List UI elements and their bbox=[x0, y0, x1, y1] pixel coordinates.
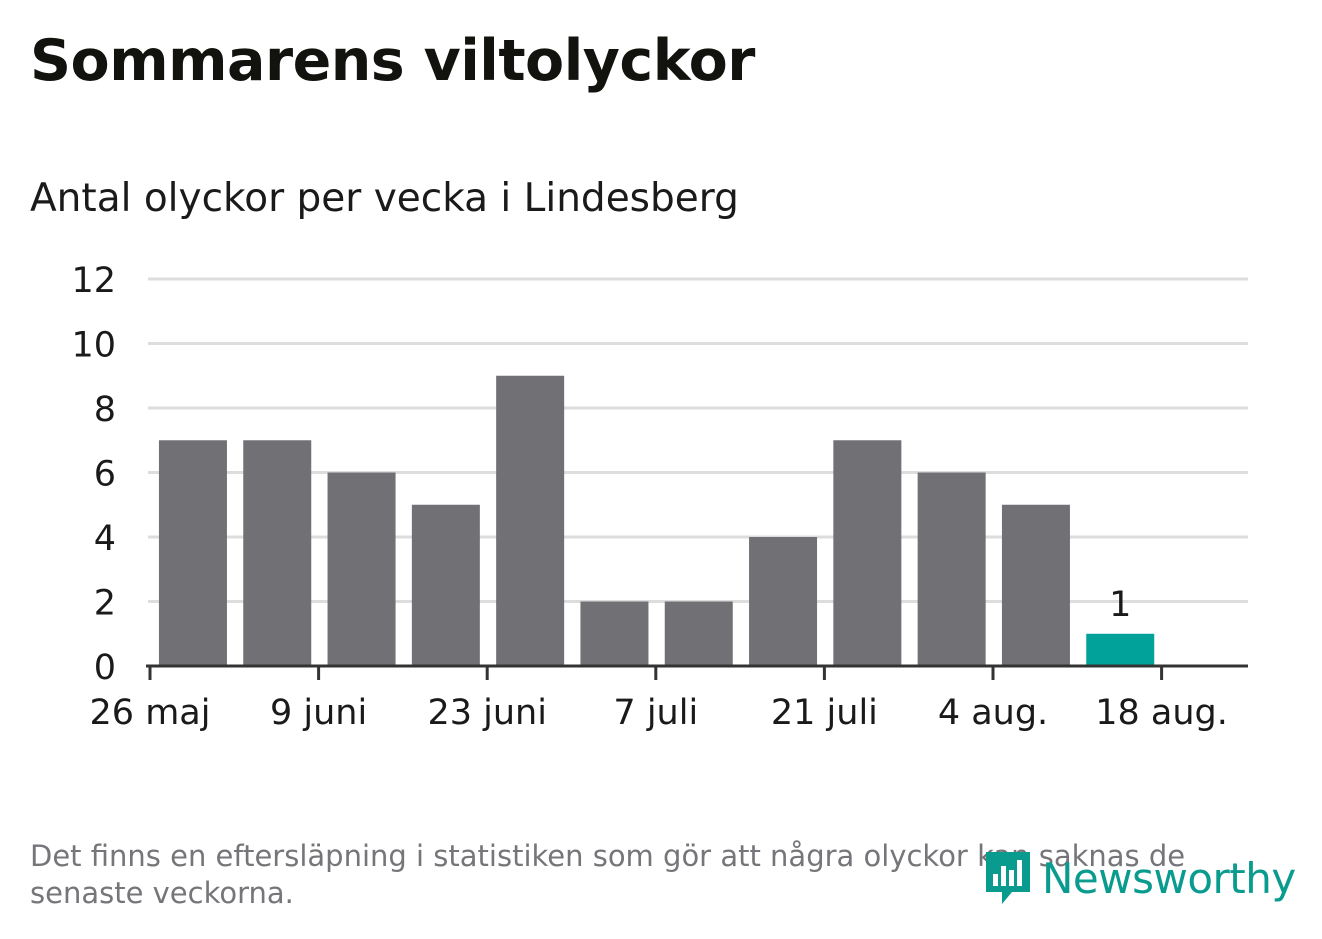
x-tick-label: 23 juni bbox=[427, 693, 546, 733]
x-tick-label: 7 juli bbox=[613, 693, 698, 733]
bar-chart: 0 2 4 6 8 10 12 1 26 maj 9 juni 23 juni 7 juli 21 ju… bbox=[71, 261, 1248, 733]
data-label: 1 bbox=[1109, 585, 1131, 625]
x-tick-label: 26 maj bbox=[90, 693, 211, 733]
y-tick-label: 0 bbox=[94, 648, 116, 688]
bar bbox=[749, 537, 818, 666]
bar bbox=[158, 440, 227, 666]
y-tick-label: 8 bbox=[94, 390, 116, 430]
bar bbox=[496, 375, 565, 666]
bar bbox=[411, 504, 480, 666]
bar bbox=[243, 440, 312, 666]
bar bbox=[1086, 633, 1155, 666]
bar bbox=[664, 601, 733, 666]
x-tick-label: 21 juli bbox=[771, 693, 878, 733]
x-tick-label: 18 aug. bbox=[1095, 693, 1228, 733]
x-tick-label: 9 juni bbox=[270, 693, 367, 733]
bar bbox=[327, 472, 396, 666]
brand-name: Newsworthy bbox=[1042, 853, 1296, 903]
y-tick-label: 12 bbox=[71, 261, 116, 301]
bar bbox=[580, 601, 649, 666]
bar-chart-logo-icon bbox=[986, 852, 1030, 904]
y-tick-label: 6 bbox=[94, 455, 116, 495]
y-tick-label: 10 bbox=[71, 326, 116, 366]
chart-title: Sommarens viltolyckor bbox=[30, 28, 755, 94]
y-tick-label: 2 bbox=[94, 584, 116, 624]
bar bbox=[833, 440, 902, 666]
x-tick-label: 4 aug. bbox=[938, 693, 1048, 733]
bar bbox=[917, 472, 986, 666]
newsworthy-logo[interactable]: Newsworthy bbox=[982, 848, 1296, 908]
y-tick-label: 4 bbox=[94, 519, 116, 559]
bar bbox=[1001, 504, 1070, 666]
chart-subtitle: Antal olyckor per vecka i Lindesberg bbox=[30, 176, 739, 221]
